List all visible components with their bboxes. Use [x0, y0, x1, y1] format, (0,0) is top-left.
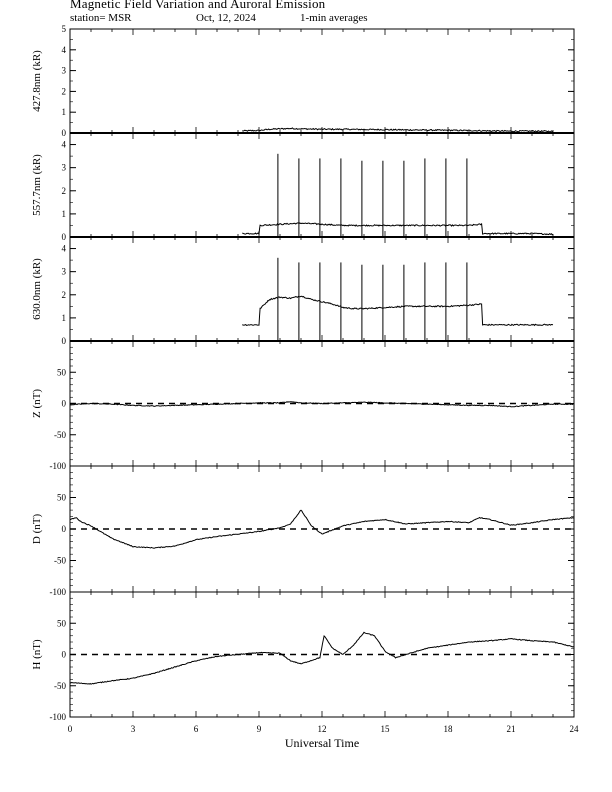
y-tick-label: -50	[54, 430, 66, 440]
date-label: Oct, 12, 2024	[196, 12, 256, 24]
y-axis-label: 630.0nm (kR)	[31, 258, 43, 320]
station-label: station= MSR	[70, 12, 132, 24]
x-tick-label: 0	[68, 724, 73, 734]
x-tick-label: 9	[257, 724, 262, 734]
y-tick-label: 4	[62, 45, 67, 55]
panel-5: -100 -50 0 50 D (nT)	[31, 465, 575, 597]
y-axis-label: 557.7nm (kR)	[31, 154, 43, 216]
y-tick-label: 0	[62, 336, 67, 346]
y-tick-label: 2	[62, 290, 67, 300]
y-tick-label: 1	[62, 209, 67, 219]
x-tick-label: 24	[570, 724, 580, 734]
y-tick-label: 1	[62, 107, 67, 117]
series-line-1	[241, 127, 554, 133]
panel-frame	[69, 28, 575, 134]
y-tick-label: 0	[62, 128, 67, 138]
x-tick-label: 12	[318, 724, 327, 734]
y-tick-label: 0	[62, 232, 67, 242]
panel-frame	[69, 591, 575, 718]
chart-title: Magnetic Field Variation and Auroral Emi…	[70, 0, 326, 11]
y-tick-label: 4	[62, 244, 67, 254]
y-tick-label: -100	[50, 587, 67, 597]
x-tick-label: 18	[444, 724, 454, 734]
y-tick-label: 1	[62, 313, 67, 323]
y-tick-label: 3	[62, 66, 67, 76]
panel-2: 0 1 2 3 4 557.7nm (kR)	[31, 132, 575, 242]
y-tick-label: 0	[62, 650, 67, 660]
y-tick-label: 50	[57, 493, 67, 503]
panel-frame	[69, 132, 575, 238]
panel-3: 0 1 2 3 4 630.0nm (kR)	[31, 236, 575, 346]
y-tick-label: 0	[62, 524, 67, 534]
y-tick-label: -50	[54, 556, 66, 566]
panel-4: -100 -50 0 50 Z (nT)	[31, 340, 575, 471]
y-axis-label: 427.8nm (kR)	[31, 50, 43, 112]
x-tick-label: 21	[507, 724, 516, 734]
series-line-1	[242, 222, 554, 236]
y-tick-label: 3	[62, 267, 67, 277]
x-tick-label: 3	[131, 724, 136, 734]
y-tick-label: 0	[62, 399, 67, 409]
y-tick-label: 2	[62, 186, 67, 196]
y-axis-label: D (nT)	[31, 514, 43, 545]
series-line-1	[69, 509, 575, 549]
series-line-1	[69, 631, 575, 685]
panel-frame	[69, 465, 575, 593]
y-tick-label: -100	[50, 461, 67, 471]
y-axis-label: Z (nT)	[31, 389, 43, 418]
y-tick-label: 4	[62, 140, 67, 150]
y-axis-label: H (nT)	[31, 639, 43, 670]
y-tick-label: 50	[57, 367, 67, 377]
series-line-1	[69, 401, 575, 408]
averaging-label: 1-min averages	[300, 12, 368, 24]
y-tick-label: -50	[54, 681, 66, 691]
x-tick-label: 6	[194, 724, 199, 734]
panel-1: 0 1 2 3 4 5 427.8nm (kR)	[31, 24, 575, 138]
series-line-1	[242, 295, 554, 327]
y-tick-label: 50	[57, 618, 67, 628]
y-tick-label: 3	[62, 163, 67, 173]
x-tick-label: 15	[381, 724, 391, 734]
x-axis-label: Universal Time	[285, 736, 359, 750]
y-tick-label: 5	[62, 24, 67, 34]
y-tick-label: -100	[50, 712, 67, 722]
y-tick-label: 2	[62, 86, 67, 96]
panel-6: -100 -50 0 50 H (nT) 0 3 6 9 12 15 18 21 24 Universal …	[31, 591, 580, 750]
